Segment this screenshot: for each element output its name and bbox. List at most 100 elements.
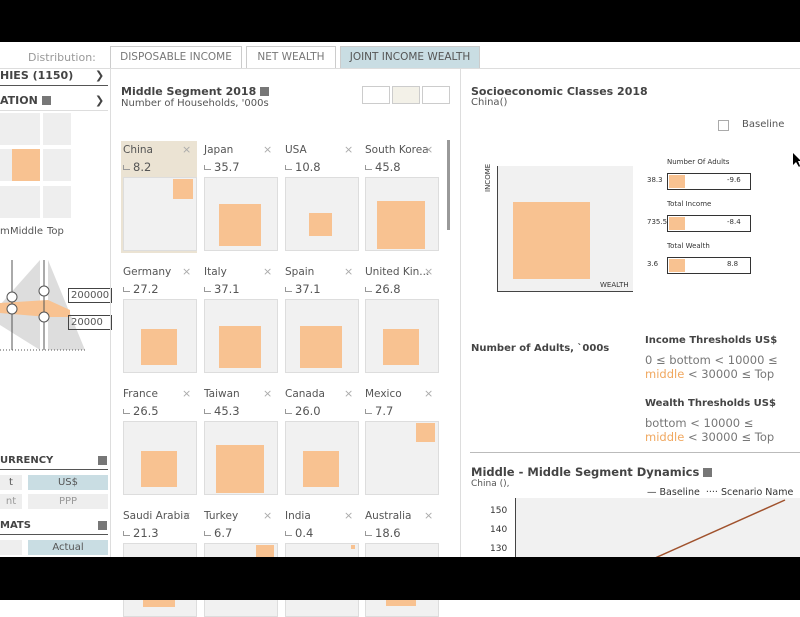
country-name[interactable]: Italy (204, 266, 227, 278)
value-icon (285, 287, 292, 292)
view-toggle[interactable] (362, 86, 390, 104)
format-button[interactable]: Actual (28, 540, 108, 555)
baseline-label[interactable]: Baseline (742, 119, 785, 130)
socio-title: Socioeconomic Classes 2018 (471, 85, 648, 98)
tab[interactable]: JOINT INCOME WEALTH (340, 46, 480, 69)
view-toggle[interactable] (392, 86, 420, 104)
value-icon (204, 165, 211, 170)
slider-input[interactable]: 200000 (68, 288, 112, 303)
info-icon[interactable] (98, 521, 107, 530)
country-value: 27.2 (133, 282, 159, 296)
country-name[interactable]: South Korea (365, 144, 429, 156)
middle-word: middle (645, 430, 685, 444)
grid-cell[interactable] (43, 113, 71, 145)
info-icon[interactable] (41, 96, 51, 105)
country-square (299, 325, 343, 369)
grid-cell[interactable] (12, 186, 40, 218)
country-name[interactable]: Japan (204, 144, 234, 156)
close-icon[interactable]: × (182, 387, 192, 400)
tab[interactable]: NET WEALTH (246, 46, 336, 69)
metric-change: -8.4 (727, 218, 741, 226)
wealth-threshold: bottom < 10000 ≤ middle < 30000 ≤ Top (645, 416, 795, 444)
country-value: 6.7 (214, 526, 233, 540)
value-icon (123, 287, 130, 292)
population[interactable]: ATION (0, 94, 51, 107)
slider-handle[interactable] (38, 311, 50, 323)
grid-cell[interactable] (43, 186, 71, 218)
close-icon[interactable]: × (424, 143, 434, 156)
close-icon[interactable]: × (263, 265, 273, 278)
country-name[interactable]: USA (285, 144, 307, 156)
country-name[interactable]: Taiwan (204, 388, 240, 400)
currency-button[interactable]: nt (0, 494, 22, 509)
info-icon[interactable] (260, 87, 270, 96)
close-icon[interactable]: × (424, 265, 434, 278)
scrollbar[interactable] (447, 140, 450, 230)
tab[interactable]: DISPOSABLE INCOME (110, 46, 242, 69)
info-icon[interactable] (703, 468, 713, 477)
dynamics-title-text: Middle - Middle Segment Dynamics (471, 465, 700, 479)
country-name[interactable]: Australia (365, 510, 412, 522)
country-name[interactable]: India (285, 510, 311, 522)
close-icon[interactable]: × (182, 143, 192, 156)
format-button[interactable] (0, 540, 22, 555)
close-icon[interactable]: × (263, 143, 273, 156)
close-icon[interactable]: × (424, 387, 434, 400)
country-name[interactable]: Mexico (365, 388, 402, 400)
close-icon[interactable]: × (424, 509, 434, 522)
country-name[interactable]: United Kin... (365, 266, 430, 278)
country-name[interactable]: Turkey (204, 510, 239, 522)
slider-handle[interactable] (38, 285, 50, 297)
country-name[interactable]: France (123, 388, 158, 400)
close-icon[interactable]: × (344, 509, 354, 522)
country-name[interactable]: Spain (285, 266, 315, 278)
close-icon[interactable]: × (344, 265, 354, 278)
close-icon[interactable]: × (182, 265, 192, 278)
middle-title-text: Middle Segment 2018 (121, 85, 257, 98)
close-icon[interactable]: × (182, 509, 192, 522)
country-name[interactable]: Saudi Arabia (123, 510, 190, 522)
country-square (140, 328, 178, 366)
country-name[interactable]: Canada (285, 388, 325, 400)
y-axis-label: INCOME (484, 163, 492, 192)
value-icon (285, 531, 292, 536)
currency-button[interactable]: US$ (28, 475, 108, 490)
country-square (415, 423, 435, 443)
close-icon[interactable]: × (263, 509, 273, 522)
metric-label: Number Of Adults (667, 158, 730, 166)
currency-button[interactable]: t (0, 475, 22, 490)
info-icon[interactable] (98, 456, 107, 465)
divider (0, 85, 108, 86)
metric-label: Total Income (667, 200, 712, 208)
chevron[interactable]: ❯ (95, 69, 105, 82)
currency-button[interactable]: PPP (28, 494, 108, 509)
metric-fill (669, 217, 685, 230)
grid-cell-selected (12, 149, 40, 181)
close-icon[interactable]: × (344, 143, 354, 156)
country-name[interactable]: Germany (123, 266, 172, 278)
grid-cell[interactable] (12, 113, 40, 145)
value-icon (123, 531, 130, 536)
legend: — Baseline ···· Scenario Name (647, 487, 794, 498)
baseline-checkbox[interactable] (718, 120, 729, 131)
chevron[interactable]: ❯ (95, 94, 105, 107)
metric-value: 38.3 (647, 176, 663, 184)
close-icon[interactable]: × (344, 387, 354, 400)
slider-handle[interactable] (6, 291, 18, 303)
slider-input[interactable]: 20000 (68, 315, 112, 330)
divider (460, 69, 461, 559)
slider-handle[interactable] (6, 303, 18, 315)
country-square (218, 325, 262, 369)
close-icon[interactable]: × (263, 387, 273, 400)
grid-cell[interactable] (43, 149, 71, 181)
y-tick-label: 140 (490, 525, 508, 535)
country-value: 37.1 (214, 282, 240, 296)
country-value: 7.7 (375, 404, 394, 418)
threshold-slider[interactable] (0, 255, 110, 375)
value-icon (365, 165, 372, 170)
country-name[interactable]: China (123, 144, 153, 156)
divider (0, 534, 108, 535)
hierarchies[interactable]: HIES (1150) (0, 69, 74, 82)
metric-fill (669, 259, 685, 272)
view-toggle[interactable] (422, 86, 450, 104)
